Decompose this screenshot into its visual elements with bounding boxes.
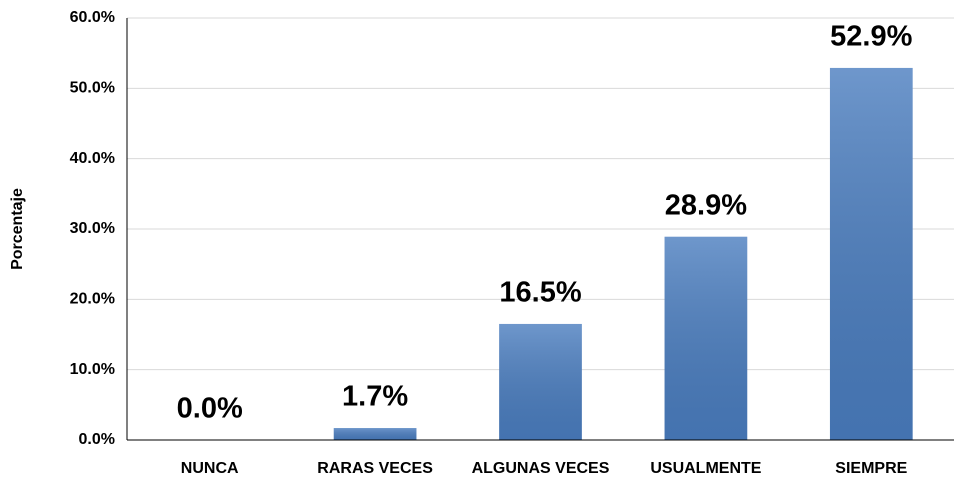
y-tick-label: 50.0% bbox=[70, 80, 115, 97]
x-tick-label: ALGUNAS VECES bbox=[472, 460, 610, 477]
bar-shade bbox=[333, 428, 417, 440]
bar-shade bbox=[499, 323, 582, 440]
y-tick-label: 60.0% bbox=[70, 9, 115, 26]
y-tick-label: 20.0% bbox=[70, 291, 115, 308]
value-label: 52.9% bbox=[830, 21, 912, 53]
y-tick-label: 10.0% bbox=[70, 361, 115, 378]
x-tick-label: USUALMENTE bbox=[650, 460, 761, 477]
y-axis-title: Porcentaje bbox=[9, 188, 26, 270]
bar-shade bbox=[664, 236, 748, 440]
bar-shade bbox=[829, 67, 913, 440]
x-tick-label: NUNCA bbox=[181, 460, 239, 477]
y-tick-label: 40.0% bbox=[70, 150, 115, 167]
value-label: 0.0% bbox=[177, 393, 243, 425]
value-label: 28.9% bbox=[665, 189, 747, 221]
value-label: 1.7% bbox=[342, 381, 408, 413]
value-label: 16.5% bbox=[499, 277, 581, 309]
y-tick-label: 30.0% bbox=[70, 220, 115, 237]
x-tick-label: SIEMPRE bbox=[835, 460, 907, 477]
x-tick-label: RARAS VECES bbox=[317, 460, 433, 477]
y-tick-label: 0.0% bbox=[79, 431, 115, 448]
